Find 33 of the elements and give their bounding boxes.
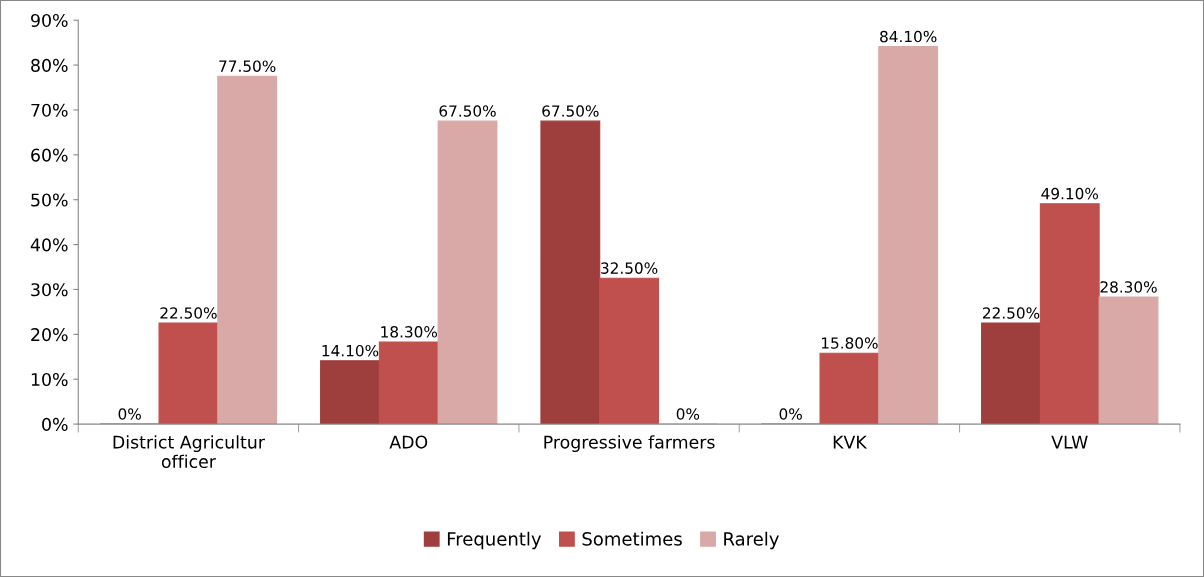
y-tick-label: 90%: [31, 13, 68, 28]
y-tick-label: 70%: [31, 103, 68, 117]
data-label: 22.50%: [160, 307, 217, 319]
x-tick-label: Progressive farmers: [544, 435, 715, 453]
y-tick-label: 50%: [31, 193, 68, 207]
data-label: 32.50%: [601, 262, 658, 274]
data-label: 84.10%: [880, 30, 937, 43]
data-label: 0%: [118, 408, 141, 420]
legend-label: Sometimes: [582, 531, 682, 546]
legend-label: Frequently: [447, 531, 542, 550]
x-tick-label: VLW: [1051, 435, 1088, 449]
data-label: 18.30%: [381, 326, 438, 338]
y-tick-label: 60%: [31, 148, 68, 162]
data-label: 77.50%: [219, 60, 276, 72]
data-label: 49.10%: [1041, 187, 1099, 200]
x-tick-label: ADO: [389, 435, 428, 449]
data-label: 67.50%: [439, 105, 496, 117]
y-tick-label: 20%: [31, 328, 68, 342]
data-label: 28.30%: [1100, 281, 1157, 293]
data-label: 0%: [779, 408, 802, 420]
data-label: 22.50%: [982, 307, 1040, 319]
data-label: 15.80%: [821, 337, 878, 349]
y-tick-label: 10%: [31, 372, 68, 387]
y-tick-label: 0%: [42, 417, 68, 431]
data-label: 0%: [676, 408, 700, 420]
y-tick-label: 30%: [31, 283, 68, 297]
x-tick-label: District Agricultur officer: [113, 435, 265, 469]
y-tick-label: 80%: [31, 58, 68, 72]
legend-label: Rarely: [724, 531, 779, 550]
y-tick-label: 40%: [30, 238, 68, 252]
x-tick-label: KVK: [833, 435, 868, 449]
data-label: 14.10%: [322, 344, 379, 357]
data-label: 67.50%: [542, 105, 599, 117]
